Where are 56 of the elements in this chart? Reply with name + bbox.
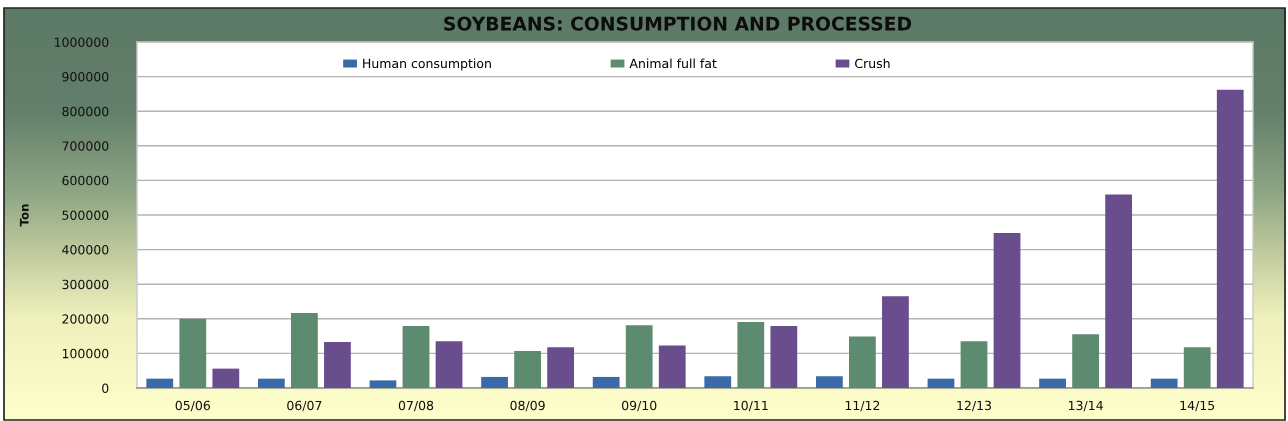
bar xyxy=(257,378,285,388)
y-tick-label: 700000 xyxy=(62,141,109,151)
legend-label: Animal full fat xyxy=(629,58,717,69)
x-tick-label: 09/10 xyxy=(622,400,657,412)
bar xyxy=(815,376,843,388)
bar xyxy=(146,378,174,388)
bar xyxy=(770,326,798,388)
bar xyxy=(1183,347,1211,388)
y-tick-label: 600000 xyxy=(62,175,109,186)
bar xyxy=(1072,334,1099,388)
bar xyxy=(625,325,653,388)
bar xyxy=(481,376,508,388)
bar xyxy=(547,347,575,388)
x-tick-label: 07/08 xyxy=(398,400,434,412)
y-tick-label: 300000 xyxy=(62,279,109,290)
bar xyxy=(1150,378,1178,388)
chart-title: SOYBEANS: CONSUMPTION AND PROCESSED xyxy=(444,16,912,31)
y-tick-label: 400000 xyxy=(62,245,109,255)
x-tick-label: 05/06 xyxy=(175,400,211,412)
y-axis-title: Ton xyxy=(19,204,29,227)
legend-label: Crush xyxy=(855,58,890,69)
bar xyxy=(1105,194,1133,388)
x-tick-label: 08/09 xyxy=(510,400,545,412)
bar xyxy=(291,312,318,388)
bar xyxy=(737,321,765,388)
bar xyxy=(212,368,240,388)
x-tick-label: 12/13 xyxy=(957,400,992,412)
x-tick-label: 13/14 xyxy=(1068,400,1103,412)
bar xyxy=(1216,89,1244,388)
x-tick-label: 11/12 xyxy=(845,400,880,412)
bar xyxy=(592,376,620,388)
bar xyxy=(849,336,876,388)
bar xyxy=(882,296,909,388)
y-tick-label: 1000000 xyxy=(54,37,109,47)
bar xyxy=(927,378,955,388)
bar xyxy=(435,341,463,388)
y-tick-label: 100000 xyxy=(62,348,109,359)
bar xyxy=(402,326,430,388)
bar xyxy=(179,318,207,388)
bar xyxy=(324,341,351,388)
x-tick-label: 06/07 xyxy=(287,400,322,412)
y-tick-label: 900000 xyxy=(62,72,109,82)
bar xyxy=(993,232,1021,388)
x-tick-label: 14/15 xyxy=(1180,400,1215,412)
bar xyxy=(960,341,988,388)
bar xyxy=(704,376,732,388)
y-tick-label: 200000 xyxy=(62,314,109,324)
bar xyxy=(369,380,397,388)
bar xyxy=(514,350,541,388)
x-tick-label: 10/11 xyxy=(734,400,768,412)
bar xyxy=(658,345,686,388)
bar xyxy=(1039,378,1066,388)
y-tick-label: 800000 xyxy=(62,106,109,117)
y-tick-label: 500000 xyxy=(62,210,109,220)
legend-label: Human consumption xyxy=(363,58,491,71)
y-tick-label: 0 xyxy=(102,383,109,393)
